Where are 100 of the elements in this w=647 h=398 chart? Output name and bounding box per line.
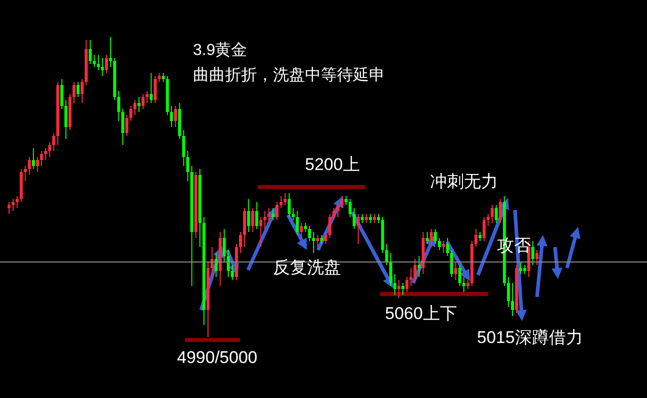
candlestick xyxy=(434,228,437,244)
candlestick xyxy=(288,192,291,218)
candlestick xyxy=(16,196,19,208)
candlestick xyxy=(405,276,408,292)
candlestick xyxy=(284,192,287,206)
candlestick xyxy=(498,198,502,224)
annotation: 5060上下 xyxy=(385,304,457,323)
candlestick xyxy=(438,238,441,250)
candlestick xyxy=(52,132,56,152)
candlestick xyxy=(247,198,250,232)
candlestick xyxy=(300,222,303,238)
candlestick xyxy=(490,204,494,224)
text: 4990/5000 xyxy=(177,348,258,367)
candlestick xyxy=(494,204,498,224)
candlestick xyxy=(44,148,48,160)
candlestick xyxy=(410,268,413,286)
candlestick xyxy=(80,78,84,104)
candlestick xyxy=(142,94,145,110)
candlestick xyxy=(174,106,178,128)
candlestick xyxy=(28,156,31,176)
candlestick xyxy=(430,228,433,248)
candlestick xyxy=(385,244,388,266)
candlestick xyxy=(276,202,279,220)
chart-title: 3.9黄金 xyxy=(193,41,248,59)
candlestick xyxy=(129,106,132,122)
annotation: 冲刺无力 xyxy=(430,172,498,191)
candlestick xyxy=(117,90,120,122)
candlestick xyxy=(36,156,39,172)
candlestick xyxy=(324,232,328,244)
candlestick xyxy=(238,232,242,254)
candlestick xyxy=(458,264,462,286)
candlestick xyxy=(226,250,230,278)
candlestick xyxy=(186,150,190,182)
candlestick xyxy=(12,198,15,212)
candlestick xyxy=(352,208,356,230)
candlestick xyxy=(8,202,11,214)
candlestick xyxy=(150,72,153,104)
annotation: 反复洗盘 xyxy=(273,258,341,277)
candlestick xyxy=(48,142,52,158)
candlestick xyxy=(389,252,392,286)
candlestick xyxy=(462,276,466,292)
candlestick xyxy=(137,96,140,112)
candlestick xyxy=(64,100,68,140)
candlestick xyxy=(125,114,128,136)
candlestick xyxy=(418,256,421,278)
candlestick xyxy=(182,130,186,166)
candlestick xyxy=(60,78,64,110)
candlestick xyxy=(243,208,246,248)
candlestick xyxy=(24,166,27,182)
candlestick xyxy=(40,150,44,166)
candlestick xyxy=(154,76,157,104)
candlestick xyxy=(316,234,320,248)
candlestick xyxy=(76,82,80,98)
candlestick xyxy=(446,238,450,256)
candlestick xyxy=(511,282,514,316)
candlestick xyxy=(393,274,396,296)
candlestick xyxy=(401,282,404,296)
candlestick xyxy=(267,208,270,224)
candlestick xyxy=(454,262,458,280)
candlestick xyxy=(312,232,316,254)
candlestick xyxy=(271,208,274,220)
candlestick xyxy=(259,216,262,248)
candlestick xyxy=(482,216,486,242)
candlestick xyxy=(336,204,340,218)
candlestick xyxy=(486,214,490,226)
candlestick xyxy=(92,54,96,68)
candlestick xyxy=(100,58,104,76)
candlestick xyxy=(474,228,478,248)
candlestick xyxy=(121,108,124,146)
candlestick xyxy=(133,100,136,116)
candlestick xyxy=(348,198,352,218)
candlestick xyxy=(230,264,234,280)
candlestick xyxy=(109,36,112,68)
candlestick xyxy=(531,240,534,266)
candlestick xyxy=(251,208,254,232)
candlestick xyxy=(340,196,344,208)
candlestick xyxy=(170,106,173,128)
candlestick xyxy=(442,240,445,254)
candlestick xyxy=(96,54,100,70)
candlestick xyxy=(308,226,312,242)
candlestick xyxy=(356,214,360,244)
candlestick xyxy=(32,148,35,170)
candlestick xyxy=(519,262,522,274)
candlestick xyxy=(255,202,258,230)
candlestick xyxy=(328,214,332,238)
candlestick xyxy=(426,232,429,244)
candlestick xyxy=(146,90,149,104)
candlestick xyxy=(414,258,417,284)
candlestick xyxy=(88,40,92,64)
candlestick xyxy=(450,250,454,278)
candlestick xyxy=(296,210,299,236)
candlestick xyxy=(506,276,510,308)
candlestick xyxy=(72,82,76,104)
annotation: 5200上 xyxy=(305,155,360,174)
candlestick xyxy=(105,54,108,74)
candlestick xyxy=(397,280,400,298)
candlestick xyxy=(280,196,283,208)
candlestick xyxy=(263,210,266,230)
candlestick xyxy=(332,208,336,220)
candlestick xyxy=(222,228,226,262)
